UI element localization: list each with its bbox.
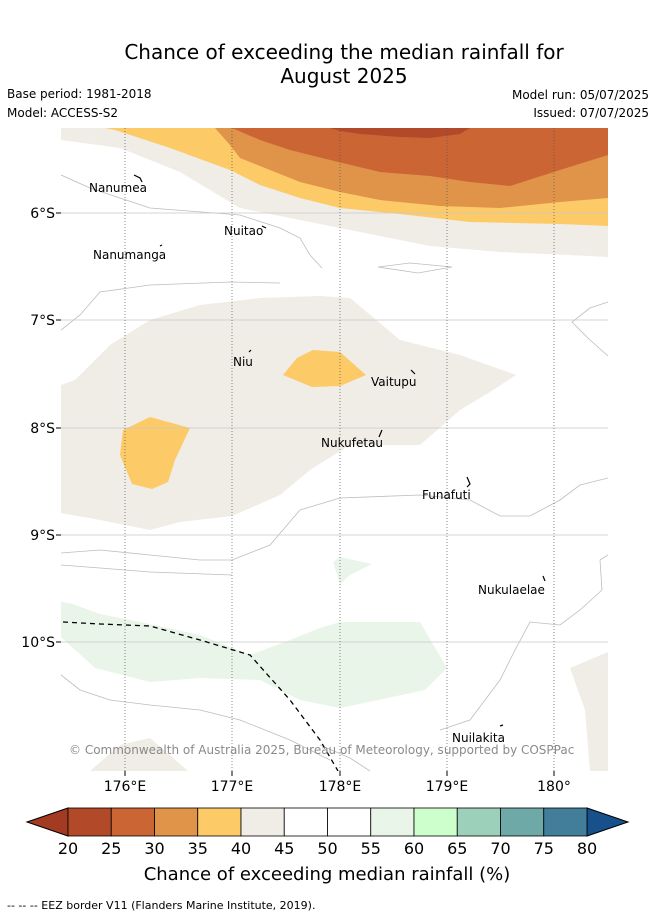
model-run: Model run: 05/07/2025: [511, 88, 649, 102]
colorbar: 20 25 30 35 40 45 50 55 60 65 70 75 80: [25, 807, 630, 858]
contour-40-45-se: [570, 652, 608, 771]
colorbar-tick-label: 25: [101, 839, 121, 858]
lat-label-8s: 8°S: [30, 421, 55, 437]
island-label-nanumanga: Nanumanga: [93, 248, 166, 262]
lat-label-10s: 10°S: [21, 635, 55, 651]
island-label-nanumea: Nanumea: [89, 181, 147, 195]
lon-label-177e: 177°E: [211, 779, 254, 795]
island-label-niu: Niu: [233, 355, 253, 369]
colorbar-cell: [67, 807, 112, 837]
contour-25-30: [232, 128, 608, 186]
title-line-1: Chance of exceeding the median rainfall …: [124, 40, 564, 64]
colorbar-cell: [543, 807, 588, 837]
colorbar-tick-label: 70: [490, 839, 510, 858]
copyright-text: © Commonwealth of Australia 2025, Bureau…: [69, 743, 574, 757]
eez-border: [62, 621, 339, 771]
lon-ticks: [124, 771, 555, 776]
lon-label-180: 180°: [537, 779, 571, 795]
contour-35-40-west: [120, 417, 190, 489]
colorbar-cell: [413, 807, 458, 837]
lat-ticks: [56, 212, 61, 643]
eez-legend-note: -- -- -- EEZ border V11 (Flanders Marine…: [7, 899, 316, 912]
colorbar-cell: [283, 807, 328, 837]
colorbar-tick-label: 50: [317, 839, 337, 858]
colorbar-tick-label: 45: [274, 839, 294, 858]
colorbar-tick-label: 20: [58, 839, 78, 858]
lat-label-6s: 6°S: [30, 206, 55, 222]
island-label-nukufetau: Nukufetau: [321, 436, 383, 450]
island-label-nuitao: Nuitao: [224, 224, 263, 238]
contour-55-60-small: [333, 557, 372, 584]
colorbar-cell: [110, 807, 155, 837]
colorbar-tick-label: 75: [534, 839, 554, 858]
lon-grid: [124, 128, 555, 771]
colorbar-tick-label: 65: [447, 839, 467, 858]
title-line-2: August 2025: [280, 64, 408, 88]
island-label-nuilakita: Nuilakita: [452, 731, 505, 745]
lat-label-7s: 7°S: [30, 313, 55, 329]
contour-20-25: [330, 128, 470, 138]
contour-lines: [61, 174, 608, 771]
colorbar-tick-label: 60: [404, 839, 424, 858]
colorbar-label: Chance of exceeding median rainfall (%): [144, 864, 511, 885]
contour-35-40-central: [283, 350, 366, 387]
lat-tick-labels: 6°S 7°S 8°S 9°S 10°S: [21, 206, 55, 651]
lon-label-178e: 178°E: [319, 779, 362, 795]
model-name: Model: ACCESS-S2: [7, 106, 119, 120]
colorbar-low-extension: [25, 807, 69, 837]
colorbar-tick-label: 55: [361, 839, 381, 858]
island-label-vaitupu: Vaitupu: [371, 375, 417, 389]
colorbar-cell: [500, 807, 545, 837]
contour-40-45-sw: [90, 738, 188, 771]
colorbar-tick-labels: 20 25 30 35 40 45 50 55 60 65 70 75 80: [58, 839, 597, 858]
colorbar-high-extension: [586, 807, 630, 837]
base-period: Base period: 1981-2018: [7, 87, 152, 101]
colorbar-tick-label: 30: [144, 839, 164, 858]
colorbar-cell: [370, 807, 415, 837]
issued-date: Issued: 07/07/2025: [533, 106, 649, 120]
lat-grid: [61, 212, 608, 643]
lon-label-176e: 176°E: [104, 779, 147, 795]
colorbar-tick-label: 35: [188, 839, 208, 858]
colorbar-cells: [67, 807, 588, 837]
colorbar-tick-label: 40: [231, 839, 251, 858]
island-label-nukulaelae: Nukulaelae: [478, 583, 545, 597]
colorbar-cell: [154, 807, 199, 837]
colorbar-cell: [240, 807, 285, 837]
island-label-funafuti: Funafuti: [422, 488, 471, 502]
colorbar-cell: [456, 807, 501, 837]
island-labels: Nanumea Nuitao Nanumanga Niu Vaitupu Nuk…: [89, 181, 545, 745]
lon-tick-labels: 176°E 177°E 178°E 179°E 180°: [104, 779, 571, 795]
map-title: Chance of exceeding the median rainfall …: [0, 40, 655, 88]
contour-40-45-central: [61, 296, 516, 530]
colorbar-cell: [327, 807, 372, 837]
colorbar-tick-label: 80: [577, 839, 597, 858]
island-shapes: [133, 174, 546, 727]
map-plot-area: Nanumea Nuitao Nanumanga Niu Vaitupu Nuk…: [61, 128, 608, 771]
lat-label-9s: 9°S: [30, 528, 55, 544]
colorbar-cell: [197, 807, 242, 837]
lon-label-179e: 179°E: [426, 779, 469, 795]
